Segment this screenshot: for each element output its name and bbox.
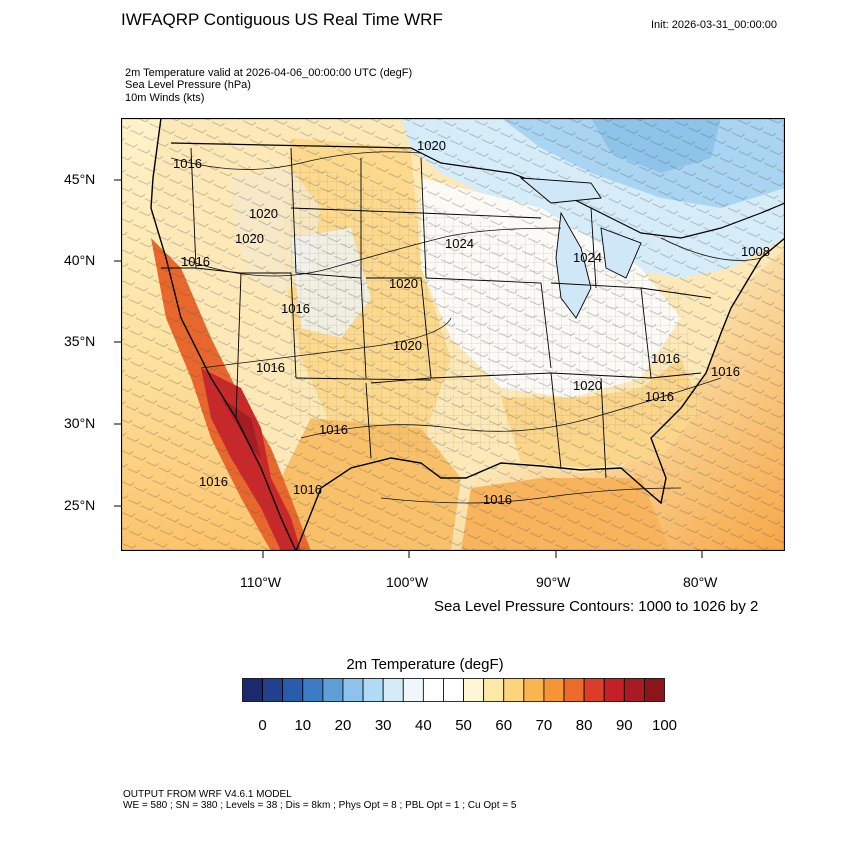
isobar-label: 1020 xyxy=(417,138,446,153)
colorbar-segment xyxy=(242,678,263,702)
colorbar-segment xyxy=(402,678,424,702)
lake-huron xyxy=(600,227,642,279)
county-lines xyxy=(291,158,701,458)
colorbar-segment xyxy=(322,678,344,702)
isobar-label: 1024 xyxy=(445,236,474,251)
colorbar-segment xyxy=(463,678,485,702)
colorbar xyxy=(242,678,665,702)
colorbar-label: 60 xyxy=(495,717,513,734)
colorbar-segment xyxy=(282,678,304,702)
colorbar-segment xyxy=(302,678,324,702)
lake-michigan xyxy=(555,211,592,319)
field-winds-label: 10m Winds (kts) xyxy=(125,92,205,104)
isobar-label: 1016 xyxy=(645,389,674,404)
isobar-label: 1016 xyxy=(199,474,228,489)
colorbar-segment xyxy=(523,678,545,702)
lat-label: 40°N xyxy=(64,252,96,268)
colorbar-label: 70 xyxy=(535,717,553,734)
lake-superior xyxy=(519,177,602,204)
colorbar-segment xyxy=(342,678,364,702)
colorbar-label: 40 xyxy=(415,717,432,734)
colorbar-label: 100 xyxy=(651,717,678,734)
colorbar-segment xyxy=(603,678,625,702)
field-temperature-label: 2m Temperature valid at 2026-04-06_00:00… xyxy=(125,67,413,79)
lon-label: 80°W xyxy=(683,574,718,590)
colorbar-segment xyxy=(644,678,665,702)
isobar-label-group: 1016 1020 1020 1024 1024 1008 1016 1020 … xyxy=(173,138,770,507)
field-pressure-label: Sea Level Pressure (hPa) xyxy=(125,79,251,91)
colorbar-label: 10 xyxy=(294,717,312,734)
isobar-label: 1020 xyxy=(393,338,422,353)
isobar-label: 1016 xyxy=(483,492,512,507)
lon-label: 110°W xyxy=(240,574,282,590)
lat-label: 35°N xyxy=(64,333,96,349)
west-coastline xyxy=(150,118,297,551)
contour-note: Sea Level Pressure Contours: 1000 to 102… xyxy=(434,598,759,615)
isobar-label: 1016 xyxy=(173,156,202,171)
colorbar-title: 2m Temperature (degF) xyxy=(346,656,504,673)
map-border xyxy=(121,118,785,551)
colorbar-segment xyxy=(262,678,284,702)
isobars xyxy=(170,151,762,504)
isobar-label: 1016 xyxy=(319,422,348,437)
isobar-label: 1016 xyxy=(256,360,285,375)
colorbar-segment xyxy=(623,678,645,702)
colorbar-label: 20 xyxy=(334,717,352,734)
init-time: Init: 2026-03-31_00:00:00 xyxy=(651,19,777,31)
colorbar-label: 50 xyxy=(455,717,472,734)
colorbar-segment xyxy=(543,678,565,702)
colorbar-segment xyxy=(583,678,605,702)
isobar-label: 1024 xyxy=(573,250,602,265)
isobar-label: 1016 xyxy=(181,254,210,269)
colorbar-segment xyxy=(483,678,505,702)
lon-label: 100°W xyxy=(386,574,429,590)
map-svg: 1016 1020 1020 1024 1024 1008 1016 1020 … xyxy=(121,118,785,551)
isobar-label: 1016 xyxy=(281,301,310,316)
colorbar-label: 90 xyxy=(615,717,633,734)
colorbar-segment xyxy=(443,678,464,702)
isobar-label: 1020 xyxy=(249,206,278,221)
lat-label: 45°N xyxy=(64,171,96,187)
isobar-label: 1020 xyxy=(389,276,418,291)
footer-model: OUTPUT FROM WRF V4.6.1 MODEL xyxy=(123,789,292,800)
lon-label: 90°W xyxy=(536,574,571,590)
isobar-label: 1016 xyxy=(711,364,740,379)
isobar-label: 1020 xyxy=(573,378,602,393)
colorbar-label: 30 xyxy=(374,717,392,734)
isobar-label: 1020 xyxy=(235,231,264,246)
colorbar-segment xyxy=(503,678,525,702)
colorbar-label: 80 xyxy=(575,717,593,734)
footer-params: WE = 580 ; SN = 380 ; Levels = 38 ; Dis … xyxy=(123,800,517,811)
isobar-label: 1016 xyxy=(293,482,322,497)
state-boundaries xyxy=(161,147,712,479)
weather-map: 1016 1020 1020 1024 1024 1008 1016 1020 … xyxy=(121,118,785,551)
colorbar-segment xyxy=(422,678,444,702)
gulf-atlantic-coastline xyxy=(295,237,785,551)
colorbar-segment xyxy=(382,678,404,702)
map-title: IWFAQRP Contiguous US Real Time WRF xyxy=(121,10,443,29)
isobar-label: 1008 xyxy=(741,244,770,259)
lat-label: 25°N xyxy=(64,497,96,513)
colorbar-label: 0 xyxy=(258,717,267,734)
lat-label: 30°N xyxy=(64,415,96,431)
colorbar-segment xyxy=(362,678,384,702)
isobar-label: 1016 xyxy=(651,351,680,366)
colorbar-segment xyxy=(563,678,585,702)
